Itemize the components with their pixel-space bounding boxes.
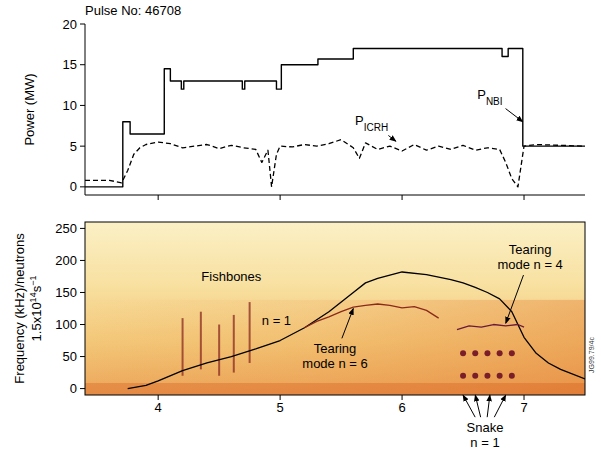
annotation-text: mode n = 4 (497, 257, 562, 272)
y-tick (80, 64, 85, 65)
point (460, 373, 466, 379)
panel: Pulse No: 46708Power (MW)05101520PNBIPIC… (22, 3, 585, 200)
fishbone-burst (249, 302, 251, 363)
line (305, 304, 439, 328)
y-tick-label: 15 (63, 57, 77, 72)
y-tick-label: 0 (70, 381, 77, 396)
annotation-text: Tearing (314, 341, 357, 356)
label-part: Frequency (kHz)/neutrons (12, 233, 27, 384)
annotation: Tearingmode n = 6 (302, 341, 367, 371)
point (472, 373, 478, 379)
fishbone-burst (218, 325, 220, 376)
panel: Frequency (kHz)/neutrons1.5x1014s−1 0 50 10… (12, 221, 595, 450)
y-tick-label: 150 (55, 285, 77, 300)
x-tick (280, 195, 281, 200)
annotation-text: n = 1 (262, 313, 291, 328)
point (497, 373, 503, 379)
label-part: P (355, 113, 364, 128)
annotation-text: mode n = 6 (302, 356, 367, 371)
annotation: Tearingmode n = 4 (497, 242, 562, 272)
annotation-text: PNBI (477, 87, 502, 107)
point (460, 350, 466, 356)
arrow (475, 395, 480, 417)
label-part: 1.5x10 (29, 302, 44, 341)
label-part: NBI (486, 95, 503, 106)
point (509, 350, 515, 356)
y-tick (80, 186, 85, 187)
arrow (487, 395, 490, 417)
annotation-text: Fishbones (201, 269, 261, 284)
spectrogram-low-band (85, 383, 585, 395)
y-tick (80, 388, 85, 389)
x-tick-label: 4 (155, 400, 162, 415)
figure: Pulse No: 46708Power (MW)05101520PNBIPIC… (0, 0, 601, 459)
annotation: PICRH (355, 113, 388, 133)
y-tick-label: 100 (55, 317, 77, 332)
title: Pulse No: 46708 (85, 3, 181, 18)
y-tick-label: 5 (70, 139, 77, 154)
line (128, 272, 585, 389)
y-tick-label: 200 (55, 253, 77, 268)
x-axis (85, 195, 585, 196)
line (85, 48, 585, 186)
spectrogram (85, 222, 585, 395)
x-tick-label: 5 (277, 400, 284, 415)
arrow (342, 309, 353, 339)
y-tick (80, 324, 85, 325)
x-tick (402, 195, 403, 200)
line (85, 140, 585, 187)
annotation-text: n = 1 (470, 435, 499, 450)
arrow (388, 135, 396, 141)
fishbone-burst (182, 318, 184, 376)
stamp: JG99.79/4c (588, 337, 595, 373)
y-tick (80, 292, 85, 293)
x-tick-label: 7 (520, 400, 527, 415)
annotation: PNBI (477, 87, 502, 107)
axis-title: Frequency (kHz)/neutrons (12, 233, 27, 384)
annotation: n = 1 (262, 313, 291, 328)
y-tick (80, 146, 85, 147)
arrow (506, 109, 523, 122)
label-part: 14 (28, 292, 38, 302)
y-tick-label: 10 (63, 98, 77, 113)
arrow (506, 275, 524, 323)
fishbone-burst (233, 315, 235, 373)
y-tick (80, 260, 85, 261)
y-axis (85, 24, 86, 195)
point (484, 350, 490, 356)
annotation: Snaken = 1 (467, 420, 504, 450)
point (497, 350, 503, 356)
annotation-text: PICRH (355, 113, 388, 133)
point (509, 373, 515, 379)
y-tick-label: 0 (70, 179, 77, 194)
y-tick (80, 228, 85, 229)
point (472, 350, 478, 356)
y-tick (80, 24, 85, 25)
x-tick-label: 6 (398, 400, 405, 415)
y-tick-label: 20 (63, 17, 77, 32)
label-part: ICRH (364, 121, 388, 132)
frame (85, 222, 585, 395)
arrow (494, 395, 505, 417)
plot-area (85, 48, 585, 186)
plot-area (128, 272, 585, 389)
line (457, 325, 524, 330)
annotation-text: Tearing (509, 242, 552, 257)
label-part: P (477, 87, 486, 102)
fishbone-burst (200, 312, 202, 370)
axis-title: 1.5x1014s−1 (28, 276, 44, 342)
y-tick (80, 105, 85, 106)
label-part: −1 (28, 276, 38, 286)
y-tick-label: 250 (55, 221, 77, 236)
annotation-text: Snake (467, 420, 504, 435)
axis-title: Power (MW) (22, 73, 37, 145)
annotation: Fishbones (201, 269, 261, 284)
x-tick (524, 195, 525, 200)
y-tick (80, 356, 85, 357)
arrow (463, 395, 475, 417)
y-tick-label: 50 (63, 349, 77, 364)
x-tick (158, 195, 159, 200)
point (484, 373, 490, 379)
